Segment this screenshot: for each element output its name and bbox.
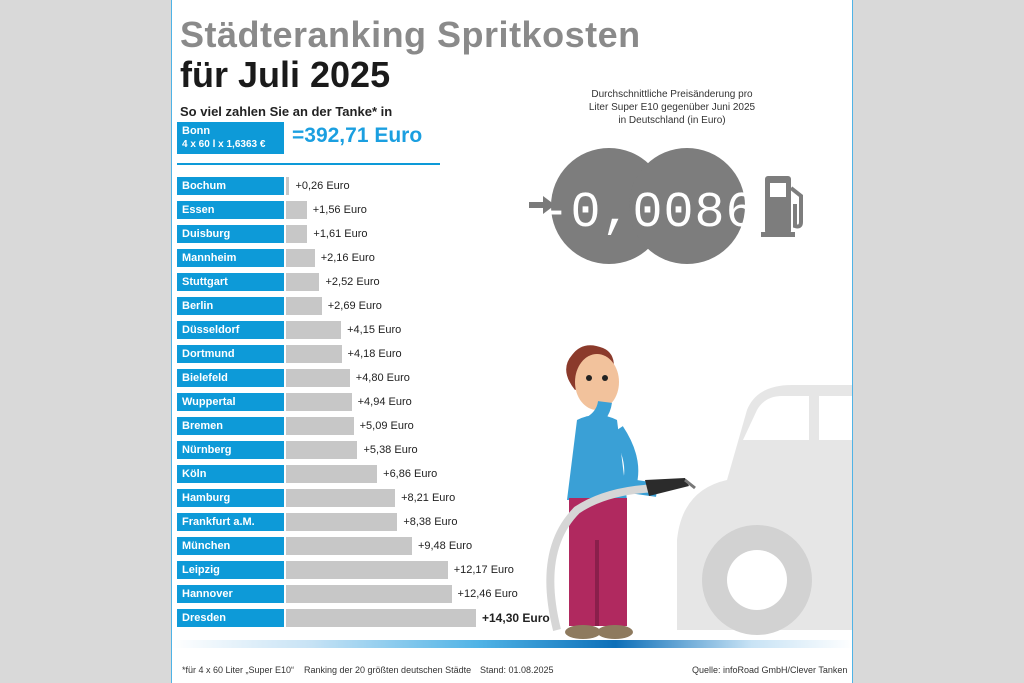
illustration: [546, 345, 852, 639]
city-label: Stuttgart: [177, 273, 284, 291]
city-label: München: [177, 537, 284, 555]
source-note: Quelle: infoRoad GmbH/Clever Tanken: [692, 665, 848, 675]
value-label: +5,09 Euro: [359, 420, 414, 432]
car-silhouette: [677, 385, 852, 635]
city-label: Dresden: [177, 609, 284, 627]
footnote: *für 4 x 60 Liter „Super E10“: [182, 665, 295, 675]
value-label: +2,16 Euro: [320, 252, 375, 264]
value-bar: [286, 609, 476, 627]
reference-city-box: Bonn 4 x 60 l x 1,6363 €: [177, 122, 284, 154]
value-bar: [286, 201, 307, 219]
value-label: +12,17 Euro: [453, 564, 514, 576]
value-label: +4,94 Euro: [357, 396, 412, 408]
divider: [177, 163, 440, 165]
city-label: Mannheim: [177, 249, 284, 267]
city-label: Hannover: [177, 585, 284, 603]
city-label: Duisburg: [177, 225, 284, 243]
city-label: Bielefeld: [177, 369, 284, 387]
value-bar: [286, 417, 354, 435]
display-circle-right: [629, 148, 745, 264]
value-bar: [286, 345, 342, 363]
city-label: Hamburg: [177, 489, 284, 507]
value-label: +5,38 Euro: [363, 444, 418, 456]
value-label: +0,26 Euro: [295, 180, 350, 192]
subtitle: So viel zahlen Sie an der Tanke* in: [180, 104, 393, 119]
value-bar: [286, 369, 350, 387]
value-label: +4,80 Euro: [355, 372, 410, 384]
value-bar: [286, 585, 452, 603]
reference-total: =392,71 Euro: [292, 124, 423, 147]
value-label: +1,56 Euro: [312, 204, 367, 216]
city-label: Bremen: [177, 417, 284, 435]
fuel-pump-icon: [761, 176, 803, 237]
city-label: Wuppertal: [177, 393, 284, 411]
value-label: +1,61 Euro: [313, 228, 368, 240]
reference-formula: 4 x 60 l x 1,6363 €: [182, 139, 266, 150]
title-line-1: Städteranking Spritkosten: [180, 14, 641, 55]
city-label: Köln: [177, 465, 284, 483]
reference-city: Bonn: [182, 125, 211, 137]
value-bar: [286, 441, 358, 459]
date-note: Stand: 01.08.2025: [480, 665, 554, 675]
value-label: +8,38 Euro: [403, 516, 458, 528]
price-change-graphic: -0,0086: [529, 148, 803, 264]
city-label: Frankfurt a.M.: [177, 513, 284, 531]
city-label: Dortmund: [177, 345, 284, 363]
city-label: Leipzig: [177, 561, 284, 579]
arrow-right-icon: [529, 196, 555, 214]
color-stripe: [172, 640, 852, 648]
value-bar: [286, 297, 322, 315]
value-bar: [286, 513, 398, 531]
price-change-caption: Durchschnittliche Preisänderung pro Lite…: [588, 89, 756, 126]
value-bar: [286, 537, 412, 555]
value-label: +4,18 Euro: [347, 348, 402, 360]
value-label: +9,48 Euro: [417, 540, 473, 552]
value-bar: [286, 225, 308, 243]
value-bar: [286, 273, 320, 291]
value-bar: [286, 489, 396, 507]
city-label: Bochum: [177, 177, 284, 195]
title-line-2: für Juli 2025: [180, 54, 391, 95]
city-label: Düsseldorf: [177, 321, 284, 339]
value-label: +14,30 Euro: [482, 611, 550, 625]
value-label: +4,15 Euro: [347, 324, 402, 336]
price-change-value: -0,0086: [539, 185, 756, 242]
value-bar: [286, 249, 315, 267]
value-label: +2,52 Euro: [325, 276, 380, 288]
infographic-card: Städteranking Spritkosten für Juli 2025 …: [171, 0, 853, 683]
value-label: +2,69 Euro: [327, 300, 382, 312]
city-label: Nürnberg: [177, 441, 284, 459]
value-label: +12,46 Euro: [457, 588, 518, 600]
ranking-note: Ranking der 20 größten deutschen Städte: [304, 665, 472, 675]
city-label: Berlin: [177, 297, 284, 315]
value-bar: [286, 465, 378, 483]
value-label: +6,86 Euro: [383, 468, 438, 480]
value-bar: [286, 321, 342, 339]
value-bar: [286, 177, 290, 195]
city-label: Essen: [177, 201, 284, 219]
person-illustration: [546, 345, 696, 639]
value-bar: [286, 393, 352, 411]
value-label: +8,21 Euro: [401, 492, 456, 504]
value-bar: [286, 561, 448, 579]
